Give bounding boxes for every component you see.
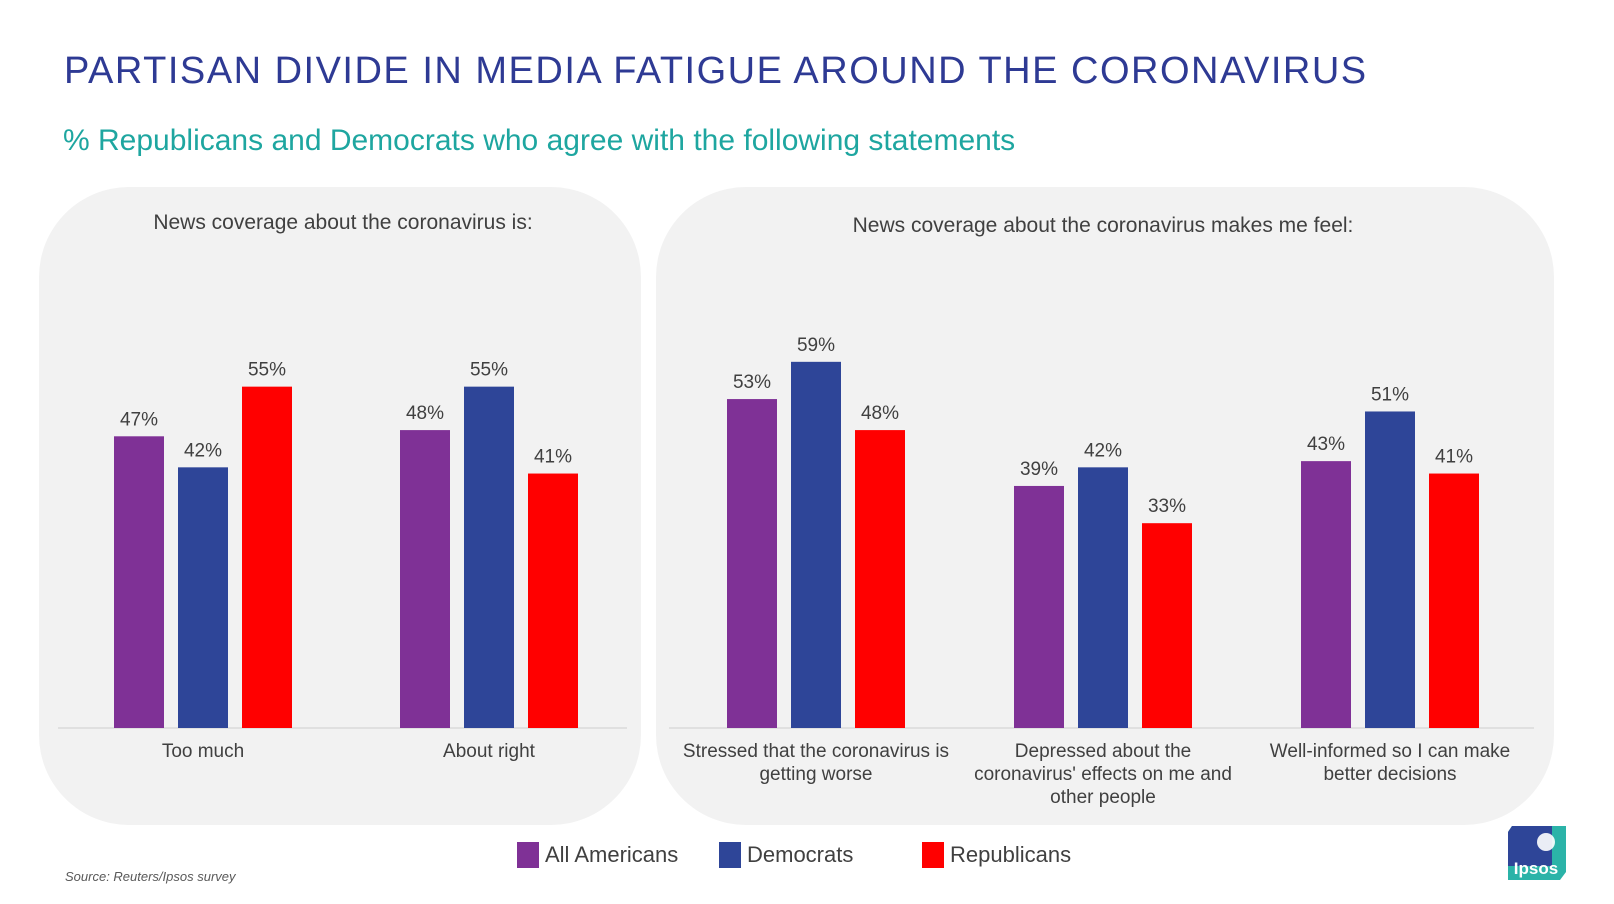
bar-democrats xyxy=(1365,411,1415,728)
source-note: Source: Reuters/Ipsos survey xyxy=(65,869,236,884)
category-label: Well-informed so I can make better decisi… xyxy=(1270,741,1510,785)
category-label: Depressed about the coronavirus' effects … xyxy=(974,741,1232,808)
legend-swatch xyxy=(517,842,539,868)
data-label: 33% xyxy=(1148,496,1186,517)
chart-title: News coverage about the coronavirus make… xyxy=(853,214,1354,237)
data-label: 55% xyxy=(470,360,508,381)
data-label: 41% xyxy=(1435,447,1473,468)
legend-label: Democrats xyxy=(747,842,854,867)
bar-republicans xyxy=(242,386,292,728)
bar-all-americans xyxy=(727,399,777,728)
data-label: 42% xyxy=(184,440,222,461)
bar-republicans xyxy=(1142,523,1192,728)
category-label: Too much xyxy=(162,741,244,762)
category-label: Stressed that the coronavirus is getting … xyxy=(683,741,949,785)
ipsos-logo: Ipsos xyxy=(1506,822,1570,882)
data-label: 41% xyxy=(534,447,572,468)
bar-all-americans xyxy=(400,430,450,728)
legend-item-republicans: Republicans xyxy=(922,840,1071,870)
bar-democrats xyxy=(791,361,841,728)
data-label: 48% xyxy=(861,403,899,424)
data-label: 43% xyxy=(1307,434,1345,455)
data-label: 59% xyxy=(797,335,835,356)
bar-all-americans xyxy=(1301,461,1351,728)
bar-democrats xyxy=(178,467,228,728)
legend-item-all-americans: All Americans xyxy=(517,840,678,870)
data-label: 51% xyxy=(1371,384,1409,405)
data-label: 39% xyxy=(1020,459,1058,480)
bar-democrats xyxy=(1078,467,1128,728)
chart-2: News coverage about the coronavirus make… xyxy=(669,214,1534,808)
bar-republicans xyxy=(528,473,578,728)
data-label: 55% xyxy=(248,360,286,381)
legend-item-democrats: Democrats xyxy=(719,840,853,870)
data-label: 47% xyxy=(120,409,158,430)
data-label: 48% xyxy=(406,403,444,424)
legend-swatch xyxy=(719,842,741,868)
data-label: 42% xyxy=(1084,440,1122,461)
legend-label: All Americans xyxy=(545,842,679,867)
category-label: About right xyxy=(443,741,536,762)
chart-title: News coverage about the coronavirus is: xyxy=(153,211,532,234)
logo-text: Ipsos xyxy=(1514,859,1558,878)
bar-republicans xyxy=(855,430,905,728)
page-title: PARTISAN DIVIDE IN MEDIA FATIGUE AROUND … xyxy=(64,50,1368,92)
page-subtitle: % Republicans and Democrats who agree wi… xyxy=(63,124,1016,157)
bar-all-americans xyxy=(114,436,164,728)
legend-label: Republicans xyxy=(950,842,1072,867)
data-label: 53% xyxy=(733,372,771,393)
bar-republicans xyxy=(1429,473,1479,728)
bar-democrats xyxy=(464,386,514,728)
chart-1: News coverage about the coronavirus is: 4… xyxy=(58,211,627,762)
legend-swatch xyxy=(922,842,944,868)
bar-all-americans xyxy=(1014,485,1064,728)
